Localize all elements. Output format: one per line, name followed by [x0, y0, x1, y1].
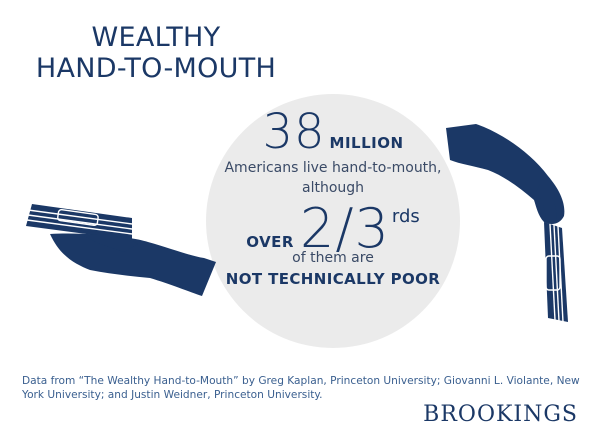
title-line-1: WEALTHY	[91, 22, 221, 53]
stat-line-3: of them are	[292, 250, 374, 266]
stat-unit: MILLION	[329, 134, 404, 152]
title-line-2: HAND-TO-MOUTH	[35, 53, 277, 84]
hand-holding-cash-icon	[26, 204, 216, 296]
stat-line-1: Americans live hand-to-mouth,	[224, 160, 442, 176]
stat-fraction-suffix: rds	[391, 206, 420, 227]
source-note: Data from “The Wealthy Hand-to-Mouth” by…	[22, 375, 580, 401]
stat-number: 38	[262, 104, 326, 160]
stat-fraction-row: OVER 2/3 rds	[206, 202, 460, 256]
over-label: OVER	[246, 233, 294, 251]
stat-circle	[206, 94, 460, 348]
stat-headline: 38 MILLION	[206, 108, 460, 156]
hand-dropping-cash-icon	[446, 124, 568, 323]
stat-fraction: 2/3	[299, 197, 390, 260]
stat-emphasis: NOT TECHNICALLY POOR	[225, 270, 441, 288]
page-title: WEALTHY HAND-TO-MOUTH	[0, 22, 312, 84]
brookings-logo: BROOKINGS	[423, 402, 578, 427]
stat-line-2: although	[301, 180, 365, 196]
